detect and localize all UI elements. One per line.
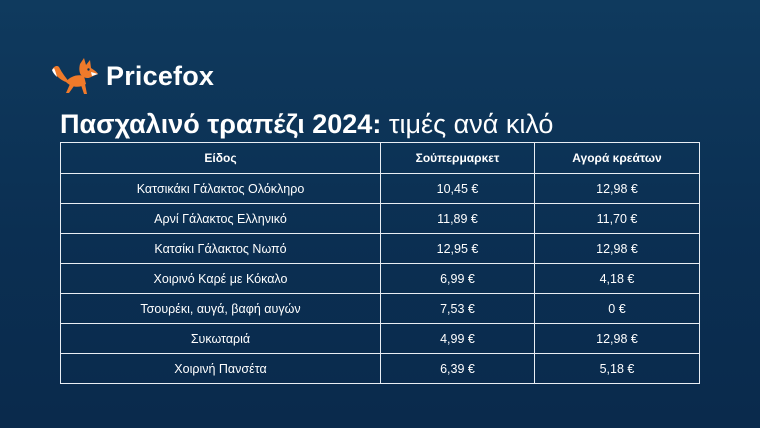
cell-meat-market: 12,98 € xyxy=(534,173,700,204)
table-row: Χοιρινή Πανσέτα 6,39 € 5,18 € xyxy=(60,353,700,384)
table-row: Κατσίκι Γάλακτος Νωπό 12,95 € 12,98 € xyxy=(60,233,700,264)
cell-supermarket: 11,89 € xyxy=(380,203,535,234)
cell-supermarket: 6,39 € xyxy=(380,353,535,384)
brand-name: Pricefox xyxy=(106,60,215,91)
cell-meat-market: 4,18 € xyxy=(534,263,700,294)
column-header-item: Είδος xyxy=(60,142,381,174)
cell-item: Συκωταριά xyxy=(60,323,381,354)
cell-supermarket: 4,99 € xyxy=(380,323,535,354)
cell-meat-market: 5,18 € xyxy=(534,353,700,384)
table-row: Τσουρέκι, αυγά, βαφή αυγών 7,53 € 0 € xyxy=(60,293,700,324)
brand-logo: Pricefox xyxy=(50,56,214,96)
cell-meat-market: 0 € xyxy=(534,293,700,324)
fox-logo-icon xyxy=(52,58,98,94)
cell-supermarket: 7,53 € xyxy=(380,293,535,324)
page-title-light: τιμές ανά κιλό xyxy=(388,109,554,139)
cell-supermarket: 6,99 € xyxy=(380,263,535,294)
column-header-supermarket: Σούπερμαρκετ xyxy=(380,142,535,174)
cell-supermarket: 10,45 € xyxy=(380,173,535,204)
page-title-bold: Πασχαλινό τραπέζι 2024: xyxy=(60,109,382,139)
table-row: Χοιρινό Καρέ με Κόκαλο 6,99 € 4,18 € xyxy=(60,263,700,294)
cell-item: Αρνί Γάλακτος Ελληνικό xyxy=(60,203,381,234)
price-table: Είδος Σούπερμαρκετ Αγορά κρεάτων Κατσικά… xyxy=(60,142,700,384)
cell-item: Τσουρέκι, αυγά, βαφή αυγών xyxy=(60,293,381,324)
page-title: Πασχαλινό τραπέζι 2024: τιμές ανά κιλό xyxy=(60,108,553,140)
table-row: Αρνί Γάλακτος Ελληνικό 11,89 € 11,70 € xyxy=(60,203,700,234)
table-row: Συκωταριά 4,99 € 12,98 € xyxy=(60,323,700,354)
cell-meat-market: 11,70 € xyxy=(534,203,700,234)
column-header-meat-market: Αγορά κρεάτων xyxy=(534,142,700,174)
cell-meat-market: 12,98 € xyxy=(534,233,700,264)
cell-supermarket: 12,95 € xyxy=(380,233,535,264)
cell-item: Χοιρινή Πανσέτα xyxy=(60,353,381,384)
cell-meat-market: 12,98 € xyxy=(534,323,700,354)
cell-item: Κατσικάκι Γάλακτος Ολόκληρο xyxy=(60,173,381,204)
table-row: Κατσικάκι Γάλακτος Ολόκληρο 10,45 € 12,9… xyxy=(60,173,700,204)
cell-item: Χοιρινό Καρέ με Κόκαλο xyxy=(60,263,381,294)
table-header-row: Είδος Σούπερμαρκετ Αγορά κρεάτων xyxy=(60,142,700,174)
cell-item: Κατσίκι Γάλακτος Νωπό xyxy=(60,233,381,264)
